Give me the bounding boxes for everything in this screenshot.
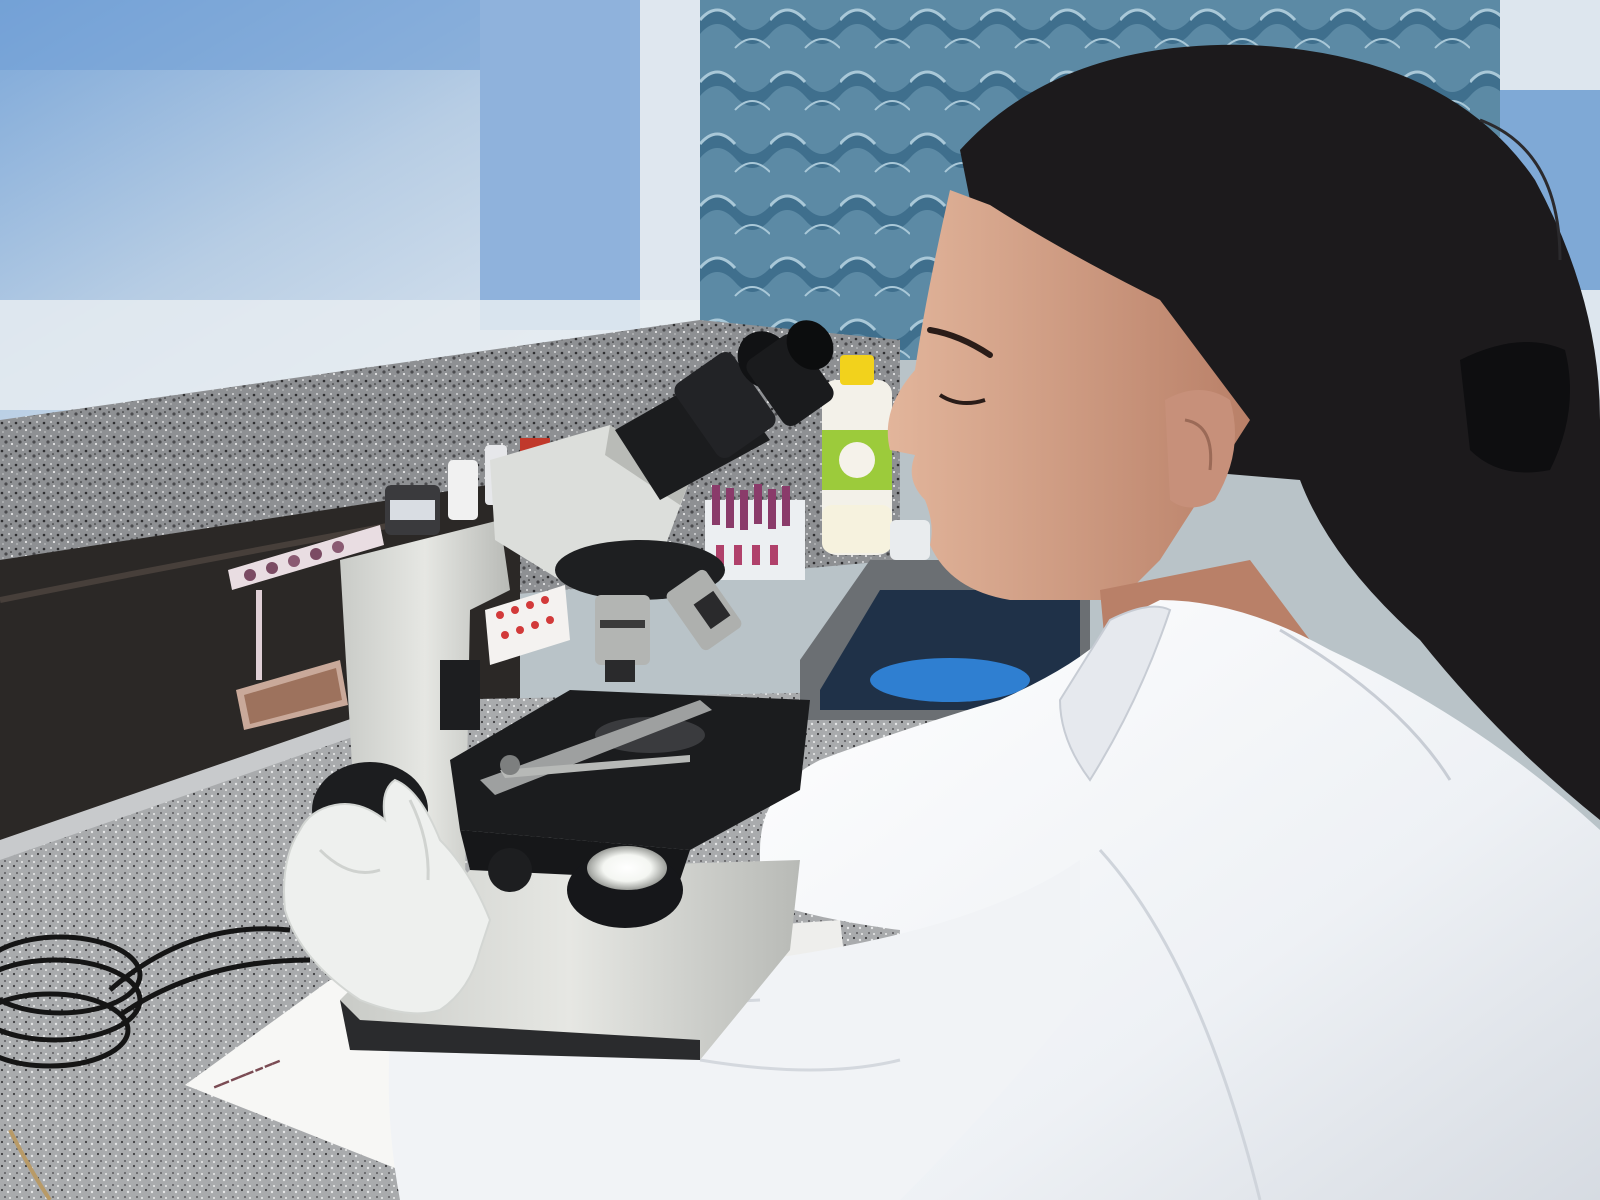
small-tube-rack [485,585,570,665]
eyepieces [615,320,834,500]
power-cable [0,926,311,1200]
coat-collar [1058,605,1172,782]
gloved-hand [283,778,492,1015]
technician [388,44,1600,1200]
eye [938,393,986,406]
objectives [595,569,742,682]
hair [960,44,1600,821]
eyebrow [927,327,993,358]
microscope-stage [450,690,810,850]
microscope [312,320,834,1060]
slide-rack [228,525,384,730]
coat-sleeve [388,860,1080,1200]
ear [1165,390,1235,508]
illuminator-light [587,846,667,890]
sample-tube-rack [705,484,805,580]
hair-clip [1460,342,1570,473]
face [887,190,1250,600]
wash-bottle [822,355,892,555]
